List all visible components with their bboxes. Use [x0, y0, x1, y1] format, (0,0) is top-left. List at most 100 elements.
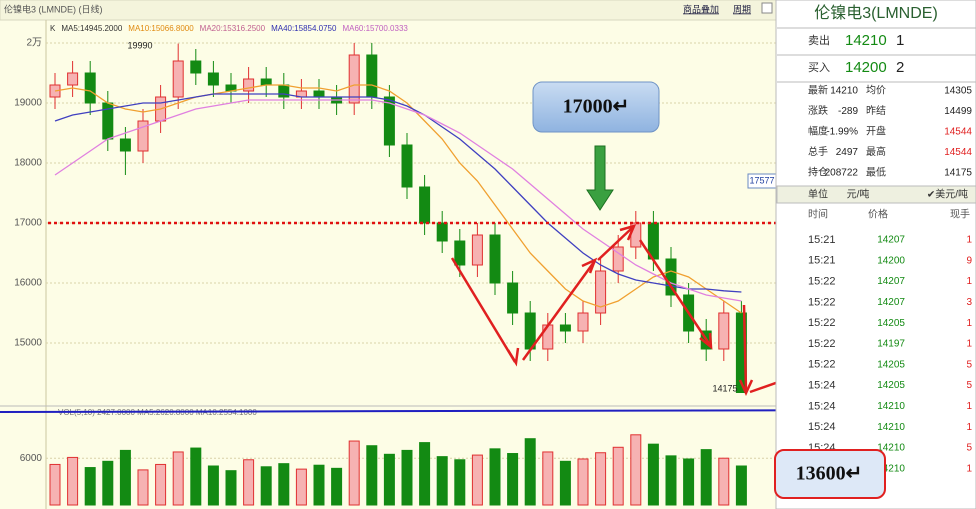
candle-body	[401, 144, 413, 188]
volume-bar	[665, 455, 677, 506]
candle-body	[612, 246, 624, 272]
stat-cell: -1.99%	[826, 127, 858, 138]
y-tick-label: 6000	[20, 453, 43, 464]
price: 14210	[845, 32, 887, 49]
stat-cell: 14544	[944, 127, 972, 138]
trade-price: 14207	[877, 235, 905, 246]
trade-price: 14200	[877, 255, 905, 266]
candle-body	[559, 324, 571, 332]
volume-bar	[735, 465, 747, 506]
volume-bar	[260, 466, 272, 506]
trade-price: 14205	[877, 318, 905, 329]
label: 卖出	[808, 33, 830, 47]
unit-option[interactable]: 元/吨	[847, 188, 870, 201]
volume-bar	[172, 451, 184, 506]
candle-body	[313, 90, 325, 98]
volume-bar	[524, 438, 536, 506]
stat-cell: 昨结	[866, 104, 886, 117]
volume-bar	[559, 460, 571, 506]
candle-body	[419, 186, 431, 224]
stat-cell: 14544	[944, 147, 972, 158]
stat-cell: 幅度	[808, 125, 828, 138]
candle-body	[436, 222, 448, 242]
candle-body	[366, 54, 378, 98]
period-button[interactable]: 周期	[733, 4, 751, 14]
volume-bar	[647, 443, 659, 506]
volume-bar	[137, 469, 149, 506]
stat-cell: 14175	[944, 168, 972, 179]
volume-bar	[102, 460, 114, 506]
y-tick-label: 17000	[14, 218, 42, 229]
trade-time: 15:24	[808, 400, 836, 412]
candle-body	[489, 234, 501, 284]
trade-time: 15:22	[808, 317, 836, 329]
volume-bar	[542, 451, 554, 506]
volume-bar	[278, 463, 290, 506]
stat-cell: 最低	[866, 166, 886, 179]
stat-cell: 14305	[944, 86, 972, 97]
candle-body	[67, 72, 79, 86]
volume-bar	[489, 448, 501, 506]
trade-price: 14210	[877, 401, 905, 412]
trade-qty: 1	[966, 276, 972, 287]
unit-option: 单位	[808, 188, 828, 201]
window-button[interactable]	[761, 2, 773, 14]
annotation-text: 17000↵	[563, 96, 630, 118]
volume-bar	[366, 445, 378, 506]
candle-body	[119, 138, 131, 152]
volume-bar	[595, 452, 607, 506]
volume-bar	[243, 459, 255, 506]
volume-bar	[454, 459, 466, 506]
trade-qty: 1	[966, 463, 972, 474]
volume-bar	[313, 464, 325, 506]
support-line	[0, 409, 916, 413]
trade-header: 现手	[950, 208, 970, 221]
ma-line	[54, 99, 742, 302]
candle-body	[207, 72, 219, 86]
volume-bar	[471, 454, 483, 506]
volume-bar	[612, 446, 624, 506]
trade-time: 15:21	[808, 255, 836, 267]
candle-body	[507, 282, 519, 314]
stat-cell: 14499	[944, 106, 972, 117]
trade-qty: 1	[966, 339, 972, 350]
volume-bar	[577, 458, 589, 506]
stat-cell: 均价	[866, 85, 886, 97]
trade-price: 14210	[877, 463, 905, 474]
annotation-text: 13600↵	[796, 463, 863, 485]
candle-body	[243, 78, 255, 92]
trade-header: 时间	[808, 208, 828, 221]
legend-item: MA5:14945.2000	[61, 24, 122, 33]
trade-time: 15:22	[808, 276, 836, 288]
chart-title: 伦镍电3 (LMNDE) (日线)	[4, 3, 103, 14]
plot: 2万 19000 18000 17000 16000 15000 6000 19990 1417…	[14, 38, 777, 506]
trade-price: 14197	[877, 339, 905, 350]
unit-option[interactable]: ✔美元/吨	[927, 188, 968, 201]
legend-item: MA20:15316.2500	[200, 24, 266, 33]
trade-qty: 5	[966, 359, 972, 370]
trade-price: 14205	[877, 380, 905, 391]
candle-body	[577, 312, 589, 332]
volume-bar	[401, 449, 413, 506]
candle-body	[260, 78, 272, 86]
candle-body	[718, 312, 730, 350]
trade-price: 14210	[877, 443, 905, 454]
unit-bar	[776, 185, 976, 204]
stat-cell: 最高	[866, 145, 886, 158]
qty: 2	[896, 59, 904, 76]
volume-bar	[207, 465, 219, 506]
y-tick-label: 16000	[14, 278, 42, 289]
legend-item: MA40:15854.0750	[271, 24, 337, 33]
volume-bar	[49, 463, 61, 506]
volume-bar	[225, 470, 237, 506]
overlay-button[interactable]: 商品叠加	[683, 3, 719, 14]
volume-bar	[683, 458, 695, 506]
trade-time: 15:24	[808, 421, 836, 433]
stat-cell: 208722	[825, 168, 859, 179]
qty: 1	[896, 32, 904, 49]
trade-time: 15:21	[808, 234, 836, 246]
stat-cell: 总手	[808, 145, 828, 158]
chart-bg	[0, 0, 776, 509]
